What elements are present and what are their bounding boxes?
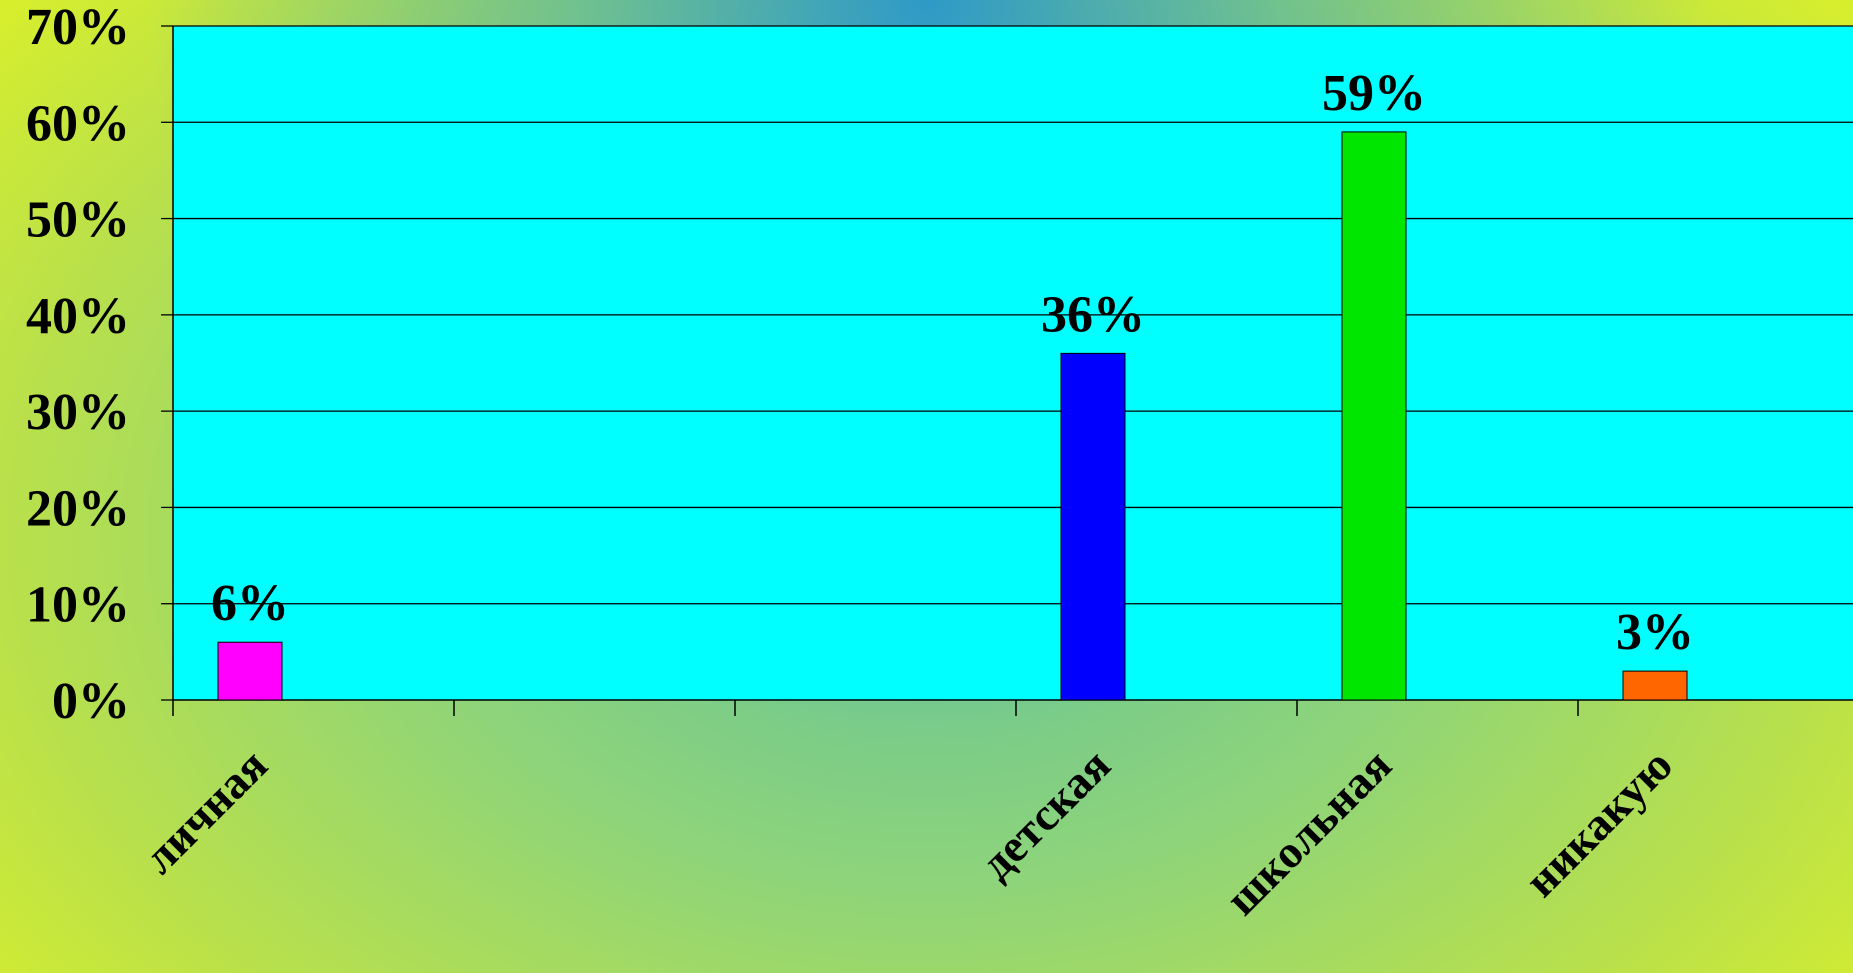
y-axis-tick-labels: 0% 10% 20% 30% 40% 50% 60% 70% [26,0,130,730]
data-label: 59% [1322,65,1426,122]
x-tick-label: детская [970,739,1120,889]
plot-area [173,26,1853,700]
data-label: 3% [1616,604,1694,661]
y-tick-label: 30% [26,384,130,441]
y-tick-label: 60% [26,95,130,152]
data-label: 6% [211,575,289,632]
bar [1060,352,1126,701]
data-label: 36% [1041,286,1145,343]
x-tick-label: школьная [1215,739,1401,925]
x-axis-tick-labels: личная детская школьная никакую [133,739,1682,925]
data-labels: 6% 36% 59% 3% [211,65,1694,661]
y-tick-label: 10% [26,577,130,634]
y-tick-label: 20% [26,480,130,537]
y-tick-label: 70% [26,0,130,56]
y-tick-label: 50% [26,192,130,249]
y-tick-label: 40% [26,288,130,345]
gridlines [161,25,1853,701]
x-tick-label: личная [133,739,277,883]
x-axis [172,26,1853,716]
bar [1341,131,1407,701]
bars [217,131,1688,701]
x-tick-label: никакую [1515,739,1682,906]
bar [1622,670,1688,701]
y-tick-label: 0% [52,673,130,730]
bar [217,641,283,701]
